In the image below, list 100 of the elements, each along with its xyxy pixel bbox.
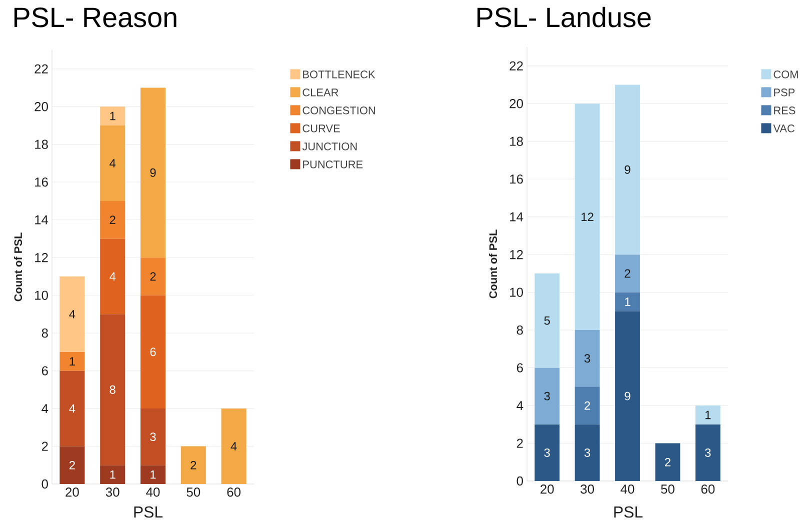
y-tick-label: 2 (42, 442, 48, 451)
bar (534, 424, 560, 481)
bar (574, 330, 600, 387)
bar (100, 200, 126, 239)
bar (140, 295, 166, 409)
y-tick-label: 20 (34, 102, 48, 112)
y-tick-label: 18 (35, 140, 48, 149)
bar (60, 352, 85, 371)
legend-label: PSP (774, 88, 795, 96)
data-label: 6 (150, 348, 156, 356)
y-tick-label: 10 (35, 290, 48, 300)
data-label: 4 (69, 404, 76, 413)
y-tick-label: 22 (510, 61, 523, 70)
data-label: 3 (150, 432, 156, 442)
x-tick-label: 30 (580, 484, 594, 494)
y-axis-title: Count of PSL (14, 232, 22, 302)
bar (140, 258, 166, 296)
data-label: 2 (150, 272, 156, 281)
data-label: 1 (150, 470, 156, 479)
bar (695, 424, 720, 481)
y-tick-label: 0 (42, 479, 48, 489)
bar (655, 443, 680, 481)
x-tick-label: 40 (146, 488, 160, 497)
legend-label: CURVE (302, 124, 340, 132)
bar (615, 292, 640, 312)
x-tick-label: 60 (701, 484, 715, 494)
bar (100, 125, 126, 201)
chart-title: PSL- Landuse (477, 6, 651, 28)
data-label: 2 (190, 460, 196, 470)
bar (534, 368, 560, 424)
legend-label: PUNCTURE (303, 160, 363, 168)
data-label: 4 (69, 310, 76, 318)
bar (574, 104, 600, 330)
data-label: 2 (624, 269, 630, 278)
y-tick-label: 10 (510, 288, 523, 297)
data-label: 3 (544, 392, 550, 400)
chart-title: PSL- Reason (14, 8, 176, 28)
x-axis-title: PSL (614, 506, 643, 518)
legend-label: COM (774, 70, 798, 78)
data-label: 3 (584, 448, 590, 457)
data-label: 5 (544, 316, 550, 325)
bar (60, 370, 85, 446)
data-label: 9 (624, 165, 630, 174)
x-tick-label: 20 (66, 488, 79, 497)
bar (615, 311, 640, 481)
bar (140, 88, 166, 258)
legend-label: RES (774, 106, 796, 114)
x-tick-label: 50 (186, 488, 200, 497)
x-tick-label: 40 (620, 484, 634, 494)
bar (615, 254, 640, 292)
y-tick-label: 22 (34, 64, 48, 74)
y-tick-label: 12 (510, 250, 523, 260)
bar (534, 273, 560, 368)
x-tick-label: 60 (227, 488, 240, 497)
y-tick-label: 6 (42, 366, 48, 376)
data-label: 4 (110, 272, 116, 281)
y-tick-label: 16 (510, 174, 523, 184)
data-label: 9 (624, 392, 630, 400)
legend-label: JUNCTION (302, 142, 357, 150)
x-axis-title: PSL (134, 506, 163, 518)
bar (60, 276, 85, 352)
y-tick-label: 14 (35, 215, 48, 224)
y-tick-label: 8 (516, 325, 523, 335)
data-label: 2 (110, 216, 116, 224)
y-tick-label: 18 (510, 136, 523, 146)
bar (615, 84, 640, 255)
data-label: 2 (584, 401, 590, 410)
data-label: 3 (584, 354, 590, 363)
bar (100, 238, 126, 314)
y-tick-label: 8 (42, 328, 48, 338)
y-tick-label: 4 (516, 401, 524, 410)
data-label: 1 (625, 298, 630, 306)
bar (140, 408, 166, 466)
y-tick-label: 6 (516, 363, 523, 372)
legend-label: CLEAR (302, 88, 338, 96)
data-label: 9 (150, 168, 156, 177)
data-label: 1 (110, 112, 116, 120)
data-label: 1 (705, 410, 711, 420)
legend-label: VAC (773, 124, 795, 132)
y-tick-label: 0 (516, 476, 523, 486)
data-label: 3 (705, 448, 711, 457)
data-label: 8 (110, 385, 116, 394)
bar (695, 406, 720, 424)
data-label: 1 (70, 357, 75, 366)
data-label: 2 (664, 458, 670, 466)
bar (221, 408, 246, 484)
y-tick-label: 12 (35, 253, 48, 262)
x-tick-label: 20 (540, 484, 554, 494)
data-label: 4 (230, 442, 237, 450)
bar (180, 446, 206, 484)
bar (60, 446, 85, 484)
x-tick-label: 30 (106, 488, 120, 497)
bar (100, 314, 126, 466)
data-label: 1 (110, 470, 116, 479)
y-axis-title: Count of PSL (488, 230, 498, 298)
x-tick-label: 50 (661, 484, 674, 494)
y-tick-label: 14 (510, 212, 524, 222)
bar (574, 424, 600, 481)
data-label: 4 (110, 159, 116, 168)
legend-label: BOTTLENECK (303, 70, 376, 78)
